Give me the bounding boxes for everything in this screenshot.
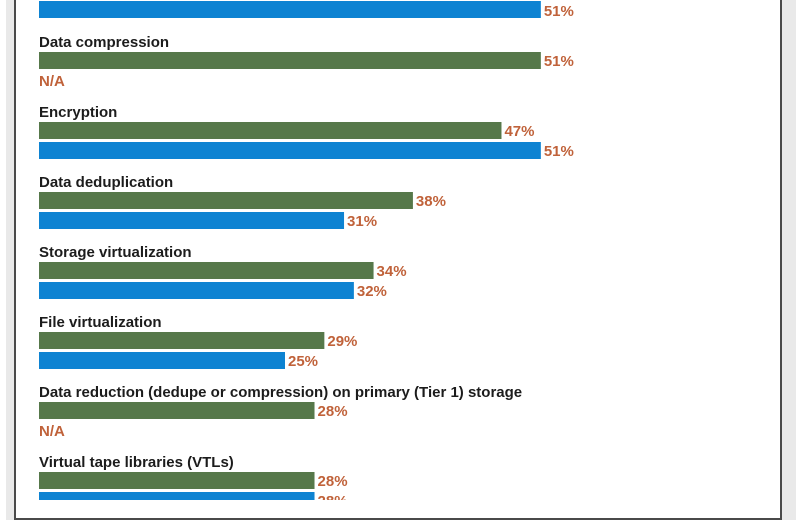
bar-series-b (39, 352, 285, 369)
chart-frame (14, 0, 782, 520)
bar-series-b (39, 282, 354, 299)
value-label-series-a: 29% (327, 333, 357, 350)
bar-chart: 51% Data compression 51% N/A Encryption 47% 51… (39, 1, 574, 500)
bar-series-a (39, 402, 315, 419)
value-label-series-a: 51% (544, 53, 574, 70)
category-label: File virtualization (39, 314, 162, 331)
bar-series-a (39, 192, 413, 209)
bar-series-a (39, 52, 541, 69)
bar-top-partial (39, 1, 541, 18)
value-label-series-a: 47% (504, 123, 534, 140)
bar-series-a (39, 472, 315, 489)
bar-series-a (39, 332, 325, 349)
value-label-series-b-na: N/A (39, 423, 65, 440)
value-label-series-b: 51% (544, 143, 574, 160)
value-label-series-b: 32% (357, 283, 387, 300)
category-label: Data deduplication (39, 174, 173, 191)
bar-series-b (39, 492, 315, 500)
category-label: Storage virtualization (39, 244, 192, 261)
value-label-series-a: 28% (318, 473, 348, 490)
category-label: Data reduction (dedupe or compression) o… (39, 384, 522, 401)
value-label-series-a: 28% (318, 403, 348, 420)
bar-series-a (39, 122, 502, 139)
category-label: Virtual tape libraries (VTLs) (39, 454, 234, 471)
value-label-series-a: 34% (377, 263, 407, 280)
value-label-series-b: 28% (318, 493, 348, 500)
bar-series-a (39, 262, 374, 279)
value-label-series-b: 25% (288, 353, 318, 370)
value-label-top-partial: 51% (544, 3, 574, 20)
value-label-series-b-na: N/A (39, 73, 65, 90)
category-label: Encryption (39, 104, 117, 121)
bar-series-b (39, 142, 541, 159)
bar-series-b (39, 212, 345, 229)
value-label-series-a: 38% (416, 193, 446, 210)
category-label: Data compression (39, 34, 169, 51)
value-label-series-b: 31% (347, 213, 377, 230)
